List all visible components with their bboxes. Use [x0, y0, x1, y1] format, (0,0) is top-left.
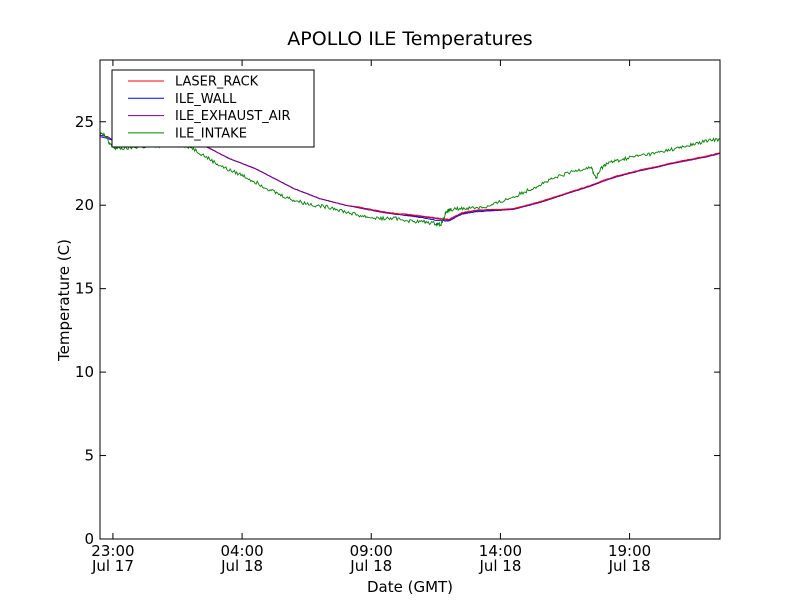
legend-box	[111, 69, 315, 148]
legend-label: ILE_WALL	[175, 92, 237, 107]
legend-label: ILE_INTAKE	[175, 126, 247, 141]
x-axis-label: Date (GMT)	[367, 578, 453, 596]
x-tick-label-date: Jul 18	[478, 557, 521, 575]
x-tick-label-date: Jul 18	[220, 557, 263, 575]
x-tick-label-time: 14:00	[479, 542, 522, 560]
y-axis-label: Temperature (C)	[55, 239, 73, 362]
y-tick-label: 15	[75, 280, 94, 298]
plot-frame	[99, 59, 721, 540]
x-tick-label-date: Jul 18	[349, 557, 392, 575]
x-tick-label-time: 23:00	[91, 542, 134, 560]
series-line-ile-intake	[99, 132, 721, 228]
y-tick-label: 0	[84, 530, 94, 548]
y-axis: 0 5 10 15 20 25	[75, 113, 720, 548]
legend-label: LASER_RACK	[175, 75, 259, 90]
x-tick-label-date: Jul 17	[91, 557, 134, 575]
y-tick-label: 25	[75, 113, 94, 131]
y-tick-label: 20	[75, 196, 94, 214]
x-tick-label-time: 09:00	[350, 542, 393, 560]
legend-label: ILE_EXHAUST_AIR	[175, 109, 291, 124]
chart-title: APOLLO ILE Temperatures	[287, 28, 532, 50]
x-tick-label-time: 04:00	[220, 542, 263, 560]
x-tick-label-time: 19:00	[608, 542, 651, 560]
y-tick-label: 5	[84, 447, 94, 465]
y-tick-label: 10	[75, 363, 94, 381]
legend: LASER_RACK ILE_WALL ILE_EXHAUST_AIR ILE_INT…	[111, 69, 315, 148]
x-tick-label-date: Jul 18	[608, 557, 651, 575]
